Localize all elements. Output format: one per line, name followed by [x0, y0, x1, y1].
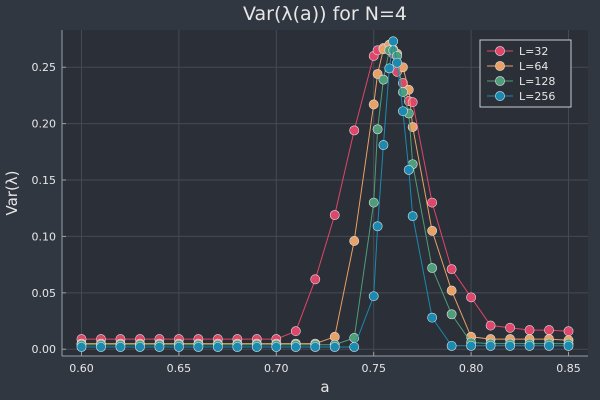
- legend-marker: [495, 61, 505, 71]
- data-point: [384, 63, 395, 74]
- y-tick-label: 0.25: [32, 61, 57, 74]
- legend-marker: [495, 46, 505, 56]
- data-point: [544, 325, 554, 335]
- data-point: [76, 342, 87, 352]
- x-tick-label: 0.85: [556, 362, 581, 375]
- data-point: [135, 342, 145, 352]
- data-point: [407, 211, 418, 222]
- data-point: [398, 106, 408, 117]
- data-point: [427, 225, 438, 236]
- data-point: [505, 340, 515, 351]
- data-point: [154, 342, 165, 352]
- data-point: [173, 342, 184, 352]
- y-tick-label: 0.05: [32, 287, 57, 300]
- legend-label: L=128: [519, 75, 555, 88]
- chart-title: Var(λ(a)) for N=4: [243, 3, 407, 25]
- y-tick-label: 0.20: [32, 118, 57, 131]
- data-point: [427, 197, 438, 208]
- y-tick-label: 0.15: [32, 174, 57, 187]
- data-point: [427, 263, 438, 273]
- legend: L=32 L=64 L=128 L=256: [479, 39, 572, 108]
- data-point: [563, 340, 574, 351]
- legend-items: L=32 L=64 L=128 L=256: [487, 45, 555, 103]
- data-point: [485, 320, 496, 331]
- data-point: [446, 340, 457, 351]
- x-tick-label: 0.65: [167, 362, 192, 375]
- data-point: [329, 210, 340, 220]
- series: [76, 36, 574, 352]
- data-point: [466, 340, 477, 351]
- data-point: [310, 342, 321, 352]
- x-tick-label: 0.80: [459, 362, 484, 375]
- data-point: [96, 342, 106, 352]
- data-point: [398, 87, 408, 97]
- data-point: [403, 164, 414, 175]
- series-l-256: [76, 36, 574, 352]
- data-point: [446, 285, 457, 296]
- data-point: [310, 274, 321, 285]
- data-point: [505, 322, 515, 333]
- legend-label: L=256: [519, 90, 555, 103]
- data-point: [427, 312, 438, 323]
- data-point: [524, 340, 535, 351]
- data-point: [446, 264, 457, 275]
- y-axis-label: Var(λ): [3, 170, 21, 215]
- axes: [61, 30, 588, 357]
- data-point: [349, 236, 360, 246]
- data-point: [485, 340, 496, 351]
- data-point: [392, 57, 402, 68]
- data-point: [544, 340, 554, 351]
- data-point: [290, 326, 301, 337]
- x-tick-label: 0.60: [69, 362, 94, 375]
- x-axis-label: a: [320, 378, 329, 396]
- data-point: [563, 326, 574, 337]
- legend-item: L=64: [487, 60, 548, 73]
- data-point: [368, 197, 379, 208]
- legend-item: L=256: [487, 90, 555, 103]
- data-point: [388, 36, 399, 47]
- legend-label: L=64: [519, 60, 548, 73]
- data-point: [349, 342, 360, 352]
- legend-item: L=128: [487, 75, 555, 88]
- data-point: [368, 291, 379, 302]
- data-point: [115, 342, 126, 352]
- x-ticks: 0.60 0.65 0.70 0.75 0.80 0.85: [69, 352, 581, 375]
- data-point: [349, 125, 360, 136]
- data-point: [271, 342, 282, 352]
- data-point: [378, 74, 389, 85]
- y-tick-label: 0.00: [32, 343, 57, 356]
- x-tick-label: 0.75: [361, 362, 386, 375]
- data-point: [212, 342, 223, 352]
- data-point: [251, 342, 262, 352]
- legend-marker: [495, 76, 505, 86]
- y-ticks: 0.00 0.05 0.10 0.15 0.20 0.25: [32, 61, 66, 356]
- legend-marker: [495, 91, 505, 101]
- data-point: [466, 292, 477, 303]
- data-point: [232, 342, 243, 352]
- x-tick-label: 0.70: [264, 362, 289, 375]
- legend-label: L=32: [519, 45, 548, 58]
- y-tick-label: 0.10: [32, 230, 57, 243]
- data-point: [193, 342, 204, 352]
- data-point: [290, 342, 301, 352]
- data-point: [524, 325, 535, 335]
- data-point: [378, 140, 389, 150]
- data-point: [372, 221, 383, 232]
- data-point: [368, 99, 379, 110]
- legend-item: L=32: [487, 45, 548, 58]
- data-point: [329, 342, 340, 352]
- data-point: [446, 309, 457, 320]
- data-point: [372, 124, 383, 135]
